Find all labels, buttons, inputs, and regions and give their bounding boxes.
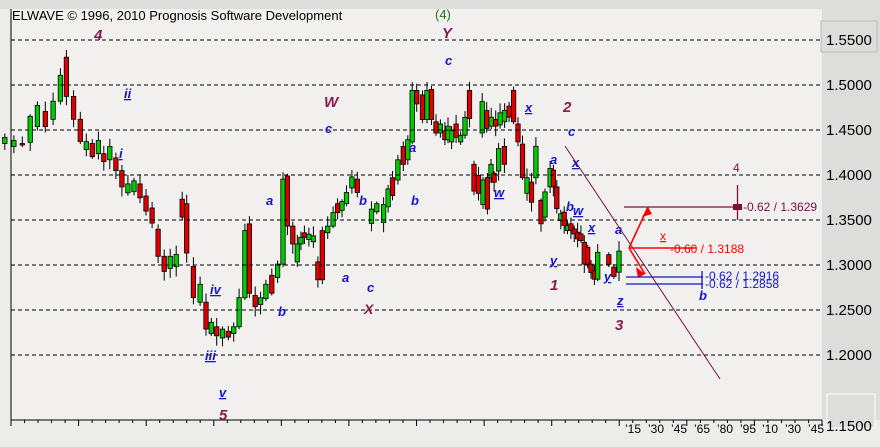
svg-text:ii: ii [124,86,132,101]
svg-text:1.1500: 1.1500 [826,418,872,435]
svg-text:’45: ’45 [671,422,687,436]
svg-text:a: a [409,140,416,155]
svg-text:1.2500: 1.2500 [826,302,872,319]
svg-text:a: a [550,152,557,167]
svg-text:1.4500: 1.4500 [826,122,872,139]
svg-text:c: c [367,280,375,295]
svg-text:’95: ’95 [740,422,756,436]
svg-text:a: a [266,193,273,208]
svg-text:1.2000: 1.2000 [826,347,872,364]
svg-text:W: W [324,94,340,111]
svg-text:x: x [660,229,666,243]
svg-text:y: y [603,269,612,284]
svg-text:1.5500: 1.5500 [826,32,872,49]
svg-text:1.3000: 1.3000 [826,257,872,274]
svg-text:b: b [278,304,286,319]
svg-text:c: c [568,124,576,139]
svg-text:1.4000: 1.4000 [826,167,872,184]
svg-text:1: 1 [550,277,558,294]
svg-text:c: c [445,53,453,68]
svg-text:’45: ’45 [808,422,824,436]
svg-text:x: x [524,100,533,115]
svg-text:b: b [699,288,707,303]
svg-text:v: v [219,385,227,400]
svg-text:1.3500: 1.3500 [826,212,872,229]
svg-text:’30: ’30 [785,422,801,436]
svg-text:-0.60 / 1.3188: -0.60 / 1.3188 [670,242,744,256]
svg-text:4: 4 [733,161,740,175]
svg-text:w: w [573,203,584,218]
svg-text:’15: ’15 [625,422,641,436]
svg-text:a: a [615,222,622,237]
svg-text:’80: ’80 [717,422,733,436]
svg-text:5: 5 [219,407,228,424]
svg-text:x: x [587,220,596,235]
svg-text:ELWAVE © 1996, 2010 Prognosis: ELWAVE © 1996, 2010 Prognosis Software D… [12,8,343,23]
svg-text:c: c [325,121,333,136]
svg-text:(4): (4) [435,7,451,22]
svg-text:w: w [494,185,505,200]
svg-text:-0.62 / 1.3629: -0.62 / 1.3629 [743,200,817,214]
svg-text:z: z [616,293,624,308]
svg-text:2: 2 [562,99,572,116]
svg-text:X: X [363,301,375,317]
svg-text:1.5000: 1.5000 [826,77,872,94]
svg-text:4: 4 [93,27,103,44]
svg-text:iv: iv [210,282,222,297]
svg-text:i: i [119,146,123,161]
svg-text:iii: iii [205,348,216,363]
svg-text:y: y [549,253,558,268]
svg-text:’30: ’30 [648,422,664,436]
svg-text:b: b [359,193,367,208]
svg-text:a: a [342,270,349,285]
svg-text:-0.62 / 1.2858: -0.62 / 1.2858 [705,277,779,291]
svg-text:’10: ’10 [762,422,778,436]
svg-text:’65: ’65 [694,422,710,436]
svg-text:b: b [411,193,419,208]
svg-text:3: 3 [615,317,624,334]
